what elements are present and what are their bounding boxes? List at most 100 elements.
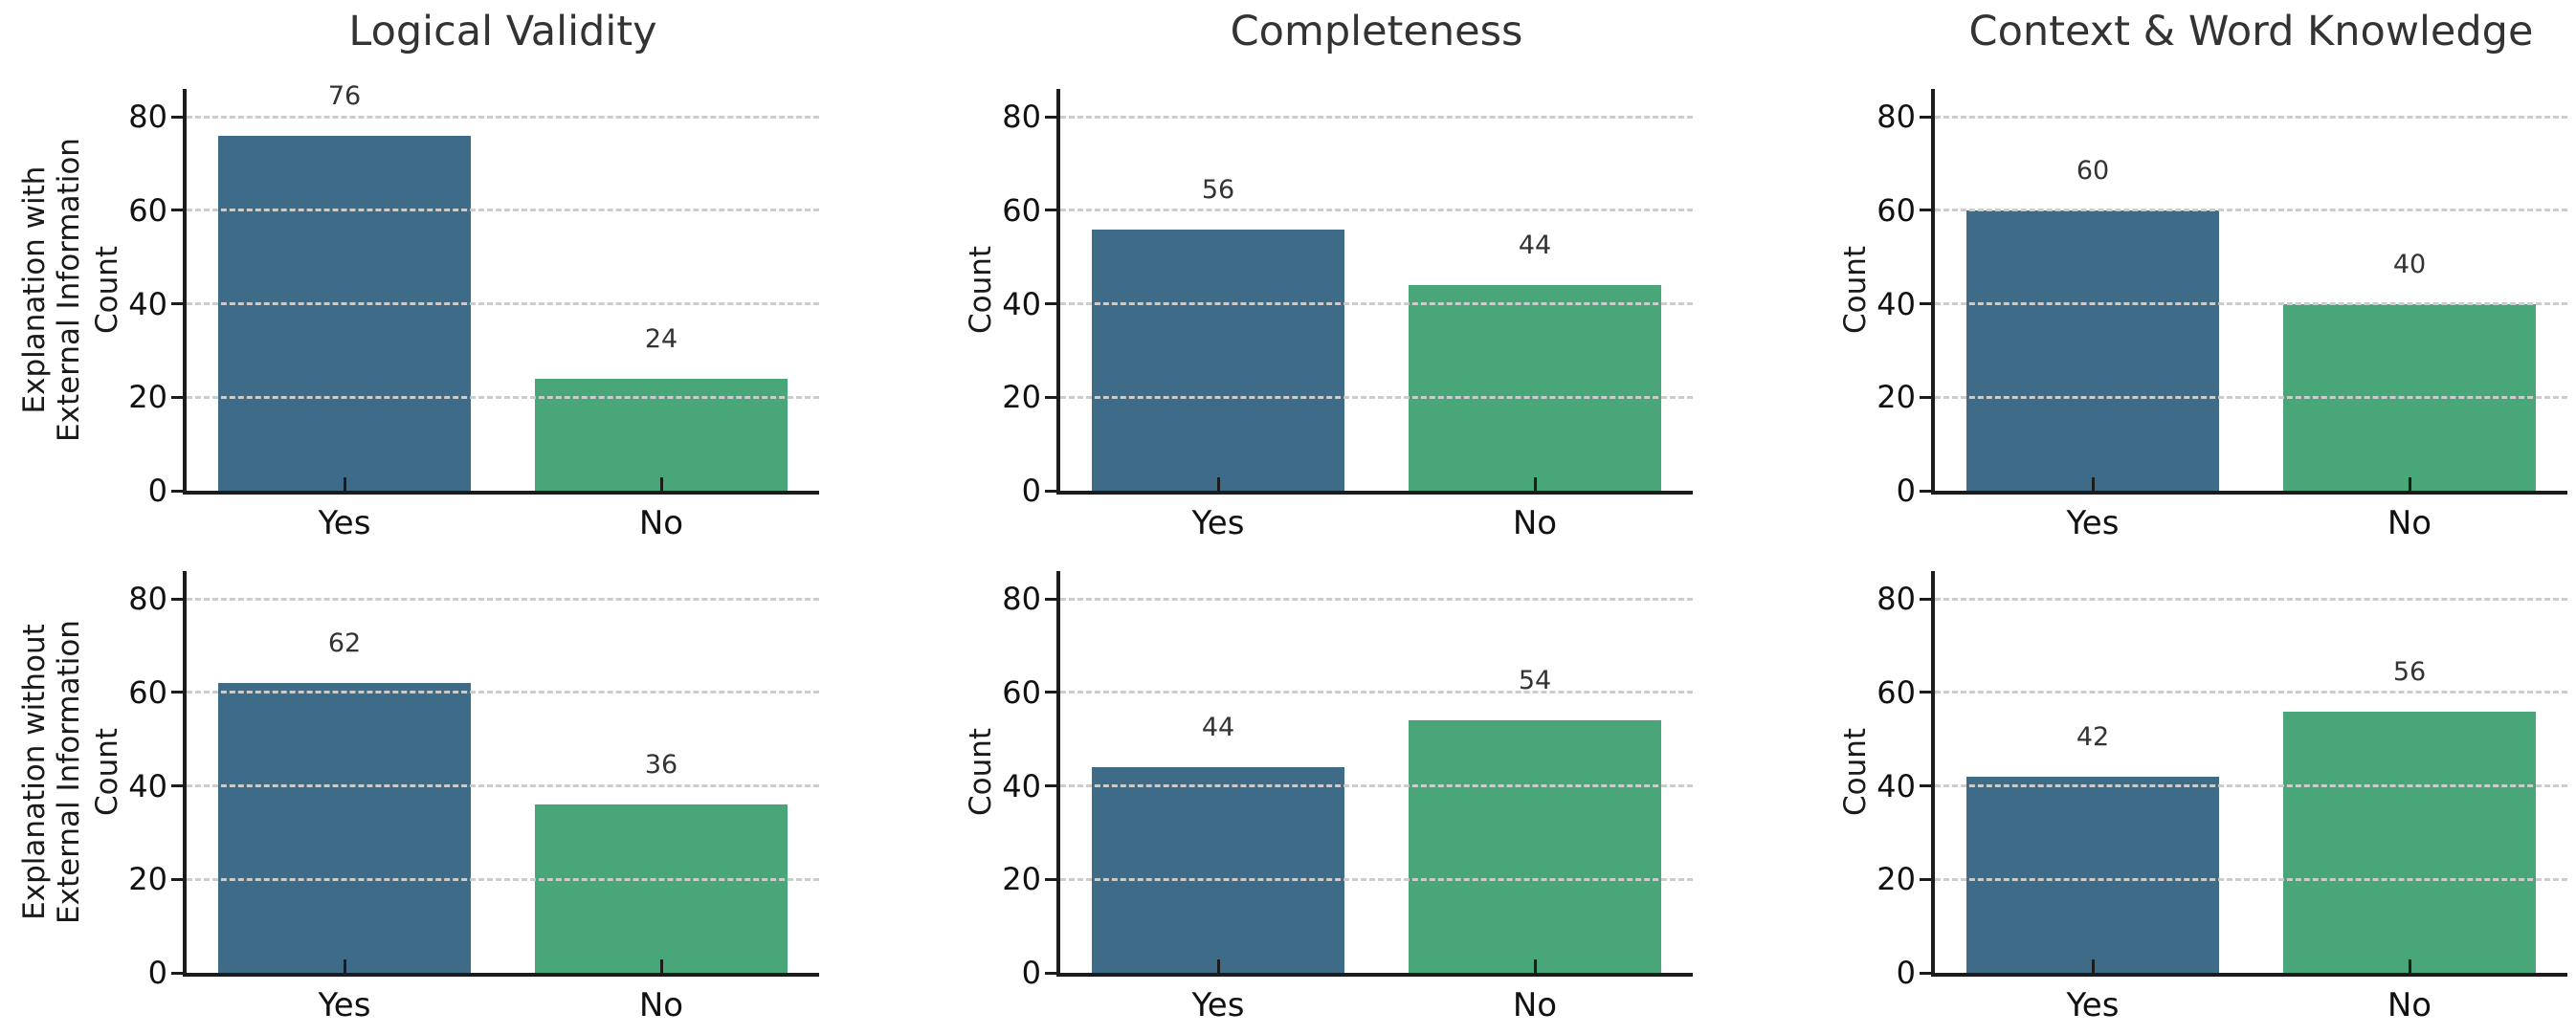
chart-title: Completeness [1230,8,1523,55]
bar-yes [1092,230,1344,491]
bar-value-label: 56 [1201,175,1235,205]
chart-with-completeness: Completeness Count 0 20 40 60 80 56 Yes 44 No [874,0,1702,542]
gridline [187,877,819,881]
y-axis-spine [1931,571,1935,977]
y-tick-label: 80 [1876,99,1916,136]
y-tick [171,784,183,788]
x-tick-label: Yes [2066,986,2120,1024]
y-tick-label: 20 [128,379,167,416]
y-tick-label: 0 [1896,955,1916,991]
chart-without-logical-validity: Explanation without External Information C… [0,518,829,1035]
y-tick-label: 60 [128,191,167,229]
y-tick-label: 40 [128,767,167,804]
y-tick-label: 80 [1002,581,1041,618]
gridline [1935,597,2567,601]
x-tick [659,959,663,973]
x-tick [2091,477,2095,491]
row-label-line-2: External Information [52,620,86,924]
y-tick-label: 20 [1002,379,1041,416]
y-tick-label: 60 [1002,191,1041,229]
x-tick [343,959,346,973]
bar-yes [1966,777,2219,973]
bar-value-label: 42 [2076,722,2110,752]
y-tick-label: 60 [1876,191,1916,229]
y-tick-label: 80 [1002,99,1041,136]
y-axis-spine [183,89,187,495]
y-tick [1045,784,1056,788]
y-tick-label: 20 [1876,379,1916,416]
bar-value-label: 60 [2076,156,2110,186]
y-tick [1920,395,1931,399]
bar-no [1409,285,1661,491]
bar-no [535,804,788,973]
bar-no [1409,720,1661,973]
y-tick [1920,209,1931,212]
gridline [187,209,819,212]
x-axis-spine [183,491,819,495]
gridline [1060,597,1693,601]
chart-with-context-knowledge: Context & Word Knowledge Count 0 20 40 60 80 60… [1748,0,2576,542]
y-tick [1045,691,1056,694]
gridline [187,302,819,306]
chart-with-logical-validity: Logical Validity Explanation with External… [0,0,829,542]
y-tick [1920,597,1931,601]
bar-value-label: 62 [327,628,362,658]
gridline [187,115,819,119]
bar-value-label: 54 [1518,666,1552,695]
gridline [187,784,819,788]
y-tick-label: 0 [1021,955,1041,991]
x-tick [2408,959,2411,973]
x-tick-label: No [2387,986,2432,1024]
bar-value-label: 56 [2392,657,2427,687]
y-axis-spine [183,571,187,977]
chart-without-context-knowledge: Count 0 20 40 60 80 42 Yes 56 No [1748,518,2576,1035]
y-tick-label: 40 [1002,767,1041,804]
x-tick [1216,477,1220,491]
y-tick-label: 0 [1896,473,1916,509]
x-tick-label: No [638,986,684,1024]
y-tick [1920,489,1931,493]
gridline [1935,784,2567,788]
gridline [1935,877,2567,881]
x-tick [1216,959,1220,973]
bar-no [2283,712,2536,973]
y-tick [171,302,183,306]
y-tick [1920,691,1931,694]
row-label-line-1: Explanation without [17,624,52,920]
x-tick-label: Yes [1191,504,1245,542]
y-tick [1920,971,1931,975]
y-tick-label: 20 [1002,861,1041,898]
gridline [1060,691,1693,694]
x-tick-label: No [2387,504,2432,542]
y-tick [171,209,183,212]
bar-yes [1966,210,2219,491]
gridline [1060,115,1693,119]
y-tick-label: 60 [128,673,167,711]
y-tick [171,395,183,399]
y-axis-spine [1931,89,1935,495]
gridline [1935,302,2567,306]
y-tick-label: 20 [1876,861,1916,898]
x-tick-label: Yes [318,504,371,542]
bar-value-label: 40 [2392,250,2427,279]
y-tick [171,877,183,881]
y-tick [1045,302,1056,306]
chart-title: Context & Word Knowledge [1968,8,2534,55]
row-label: Explanation without External Information [17,485,86,1035]
gridline [1935,209,2567,212]
bar-value-label: 44 [1201,713,1235,742]
y-tick-label: 40 [1876,767,1916,804]
bar-value-label: 36 [644,750,678,780]
x-tick [1533,959,1537,973]
y-tick [1920,115,1931,119]
y-axis-spine [1056,89,1060,495]
y-axis-spine [1056,571,1060,977]
y-tick [1920,877,1931,881]
x-tick-label: Yes [2066,504,2120,542]
gridline [1060,784,1693,788]
x-axis-spine [183,973,819,977]
x-tick-label: Yes [318,986,371,1024]
y-tick-label: 20 [128,861,167,898]
y-tick [171,489,183,493]
